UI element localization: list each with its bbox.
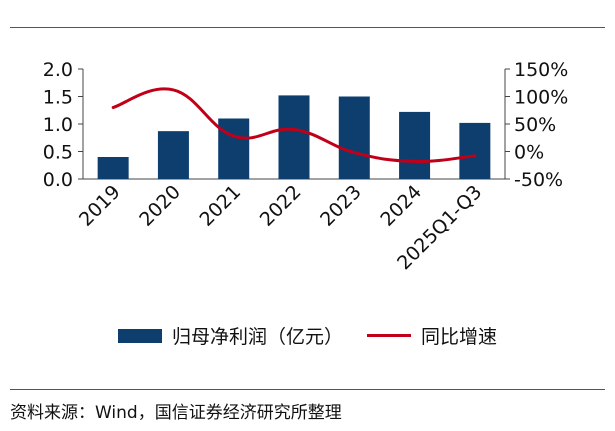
y-right-tick-label: 100% <box>514 87 568 109</box>
legend-swatch-bar <box>117 328 162 343</box>
source-note: 资料来源：Wind，国信证券经济研究所整理 <box>10 403 342 423</box>
x-tick-label: 2023 <box>316 181 366 231</box>
y-right-tick-label: 50% <box>514 114 556 136</box>
legend: 归母净利润（亿元） 同比增速 <box>0 322 615 349</box>
bar <box>338 96 370 179</box>
y-right-tick-label: 150% <box>514 59 568 81</box>
x-tick-label: 2019 <box>75 181 125 231</box>
bar <box>97 157 129 179</box>
y-right-tick-label: -50% <box>514 169 563 191</box>
bottom-rule <box>10 389 605 390</box>
x-tick-label: 2024 <box>376 181 426 231</box>
y-left-tick-label: 0.5 <box>43 142 73 164</box>
x-tick-label: 2022 <box>256 181 306 231</box>
bar <box>399 111 431 179</box>
x-tick-label: 2020 <box>135 181 185 231</box>
y-left-tick-label: 1.0 <box>43 114 73 136</box>
bar <box>218 118 250 179</box>
y-left-tick-label: 0.0 <box>43 169 73 191</box>
y-left-tick-label: 1.5 <box>43 87 73 109</box>
bar <box>278 95 310 179</box>
top-rule <box>10 27 605 28</box>
bar <box>459 122 491 179</box>
bar <box>157 131 189 179</box>
legend-label-bars: 归母净利润（亿元） <box>171 326 343 348</box>
series-line-growth <box>111 87 477 163</box>
legend-label-line: 同比增速 <box>421 326 498 348</box>
x-tick-label: 2021 <box>195 181 245 231</box>
legend-item-bars: 归母净利润（亿元） <box>117 322 343 349</box>
legend-swatch-line <box>367 334 411 337</box>
y-right-tick-label: 0% <box>514 142 544 164</box>
legend-item-line: 同比增速 <box>367 322 497 349</box>
y-left-tick-label: 2.0 <box>43 59 73 81</box>
chart: 0.0 0.5 1.0 1.5 2.0 -50% 0% 50% 100% 150% 2019 2020… <box>43 59 569 274</box>
